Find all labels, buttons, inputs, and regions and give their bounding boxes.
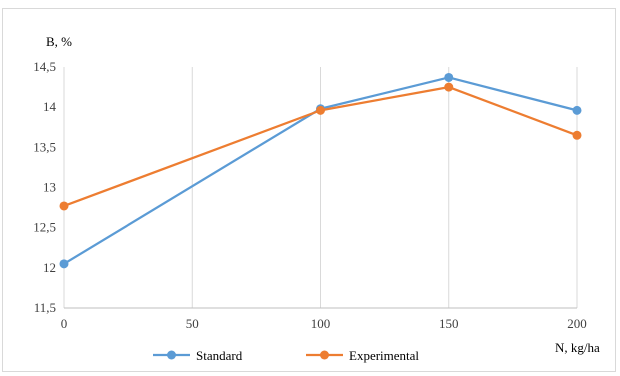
y-tick-label: 14,5: [33, 59, 56, 74]
x-tick-label: 50: [186, 316, 199, 331]
data-point-standard: [59, 259, 69, 269]
data-point-experimental: [572, 130, 582, 140]
series-line-standard: [63, 76, 578, 265]
data-point-standard: [444, 72, 454, 82]
x-tick-label: 150: [439, 316, 459, 331]
x-tick-label: 0: [61, 316, 68, 331]
legend-label-standard: Standard: [196, 348, 243, 363]
x-tick-label: 100: [311, 316, 331, 331]
x-tick-label: 200: [567, 316, 587, 331]
series-line-experimental: [63, 85, 578, 208]
y-tick-label: 14: [43, 99, 57, 114]
y-tick-label: 13: [43, 180, 56, 195]
y-tick-label: 13,5: [33, 139, 56, 154]
legend-label-experimental: Experimental: [349, 348, 419, 363]
data-point-standard: [572, 105, 582, 115]
y-tick-label: 12,5: [33, 220, 56, 235]
legend: Standard Experimental: [153, 348, 419, 363]
data-point-experimental: [59, 201, 69, 211]
x-axis-label: N, kg/ha: [555, 340, 600, 355]
y-tick-labels: 11,5 12 12,5 13 13,5 14 14,5: [33, 59, 56, 315]
grid-lines: [63, 67, 578, 309]
series-lines: [59, 72, 582, 269]
y-axis-label: B, %: [46, 34, 72, 49]
y-tick-label: 12: [43, 260, 56, 275]
y-tick-label: 11,5: [34, 300, 56, 315]
x-tick-labels: 0 50 100 150 200: [61, 316, 587, 331]
legend-marker-standard: [167, 350, 176, 360]
legend-marker-experimental: [320, 350, 329, 360]
data-point-experimental: [316, 105, 325, 115]
data-point-experimental: [444, 82, 454, 92]
